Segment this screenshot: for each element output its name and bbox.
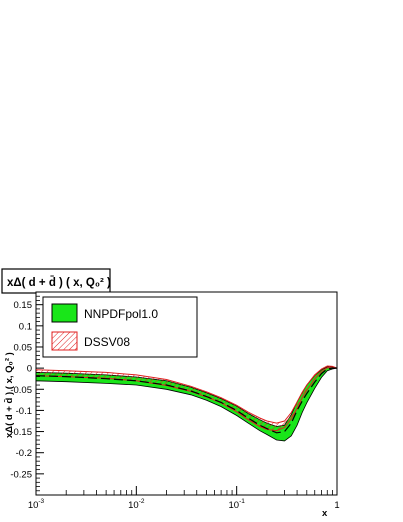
dssv-band bbox=[36, 366, 337, 431]
chart-title: xΔ( d + d̄ ) ( x, Q₀² ) bbox=[7, 277, 111, 289]
y-tick-label: -0.15 bbox=[10, 427, 32, 438]
y-tick-label: -0.25 bbox=[10, 469, 32, 480]
y-tick-label: 0 bbox=[27, 364, 32, 375]
x-tick-label: 10-1 bbox=[228, 498, 245, 511]
legend-swatch-dssv bbox=[51, 331, 78, 351]
y-tick-label: 0.1 bbox=[19, 321, 32, 332]
legend: NNPDFpol1.0 DSSV08 bbox=[42, 296, 198, 358]
nnpdf-central-line bbox=[36, 367, 337, 434]
x-tick-label: 10-3 bbox=[28, 498, 45, 511]
x-axis-title: x bbox=[322, 508, 328, 519]
y-tick-label: 0.05 bbox=[14, 342, 33, 353]
x-tick-label: 1 bbox=[334, 500, 339, 511]
x-tick-label: 10-2 bbox=[128, 498, 145, 511]
y-tick-label: -0.2 bbox=[16, 448, 32, 459]
y-axis-title: xΔ( d + d̄ ) ( x, Q₀² ) bbox=[4, 352, 15, 438]
legend-entry-dssv: DSSV08 bbox=[51, 331, 130, 351]
legend-entry-nnpdf: NNPDFpol1.0 bbox=[51, 303, 158, 323]
legend-swatch-nnpdf bbox=[51, 303, 78, 323]
axes-layer: 0.15 0.1 0.05 0 -0.05 -0.1 -0.15 -0.2 -0.25 10-3 1… bbox=[10, 295, 340, 511]
y-tick-label: -0.1 bbox=[16, 406, 32, 417]
dssv-upper-line bbox=[36, 365, 337, 424]
legend-label-nnpdf: NNPDFpol1.0 bbox=[84, 307, 158, 321]
chart-title-box: xΔ( d + d̄ ) ( x, Q₀² ) bbox=[1, 268, 111, 294]
series-layer bbox=[36, 365, 337, 442]
legend-label-dssv: DSSV08 bbox=[84, 335, 130, 349]
y-tick-label: -0.05 bbox=[10, 385, 32, 396]
y-tick-label: 0.15 bbox=[14, 300, 33, 311]
